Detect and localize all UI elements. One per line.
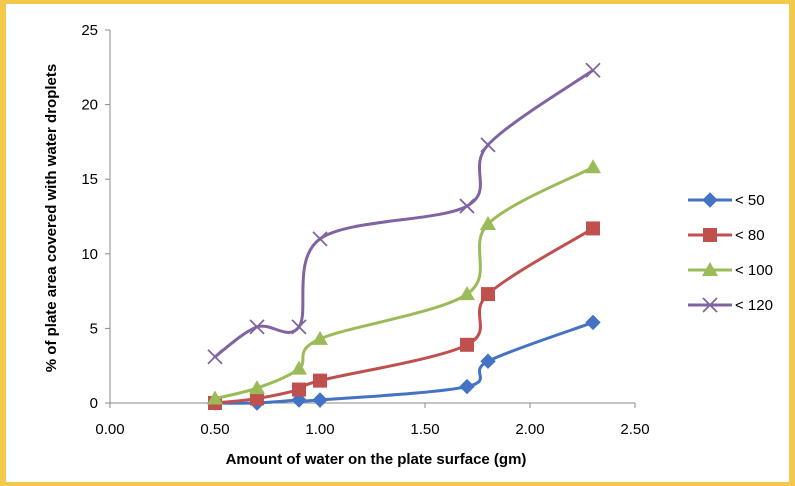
data-point [460, 337, 474, 352]
x-tick-label: 2.50 [620, 421, 649, 438]
legend-label: < 50 [735, 192, 765, 209]
data-point [585, 314, 601, 331]
data-point [480, 353, 496, 369]
data-point [250, 391, 264, 406]
data-point [312, 330, 328, 345]
data-point [585, 159, 601, 174]
legend-marker [703, 228, 717, 242]
legend-item: < 50 [688, 192, 765, 209]
y-tick-label: 0 [90, 395, 98, 412]
legend-marker [702, 297, 718, 313]
data-point [312, 231, 328, 247]
legend-label: < 120 [735, 297, 773, 314]
legend-marker [702, 262, 718, 276]
series-2 [208, 221, 600, 410]
data-point [313, 373, 327, 388]
x-tick-label: 2.00 [515, 421, 544, 438]
x-tick-label: 1.50 [410, 421, 439, 438]
x-tick-label: 0.00 [95, 421, 124, 438]
legend-item: < 100 [688, 262, 773, 279]
data-point [459, 378, 475, 395]
legend-label: < 80 [735, 227, 765, 244]
data-point [291, 319, 307, 335]
chart-frame: 0 5 10 15 20 25 0.00 0.50 1.00 1.50 2.00 2.50 < 50 <… [6, 4, 789, 482]
data-point [585, 62, 601, 78]
axes: 0 5 10 15 20 25 0.00 0.50 1.00 1.50 2.00 2.50 [81, 22, 649, 438]
data-point [459, 198, 475, 214]
legend-label: < 100 [735, 262, 773, 279]
legend: < 50 < 80 < 100 < 120 [688, 192, 773, 314]
legend-item: < 80 [688, 227, 765, 244]
x-tick-label: 1.00 [305, 421, 334, 438]
x-tick-label: 0.50 [200, 421, 229, 438]
data-point [459, 286, 475, 301]
series-3 [207, 159, 601, 405]
data-point [480, 137, 496, 153]
series-4 [207, 62, 601, 365]
y-axis-title: % of plate area covered with water dropl… [43, 64, 60, 372]
data-point [292, 382, 306, 397]
y-tick-label: 15 [81, 171, 98, 188]
series-line [214, 69, 594, 358]
data-point [249, 380, 265, 395]
series-line [214, 165, 594, 400]
plot-area [207, 62, 601, 411]
data-point [481, 287, 495, 302]
data-point [291, 360, 307, 375]
legend-item: < 120 [688, 297, 773, 314]
legend-marker [702, 192, 718, 208]
x-axis-title: Amount of water on the plate surface (gm… [226, 451, 527, 468]
data-point [249, 319, 265, 335]
data-point [480, 215, 496, 230]
data-point [312, 392, 328, 408]
data-point [207, 349, 223, 365]
data-point [586, 221, 600, 236]
y-tick-label: 10 [81, 246, 98, 263]
y-tick-label: 25 [81, 22, 98, 39]
y-tick-label: 20 [81, 97, 98, 114]
y-tick-label: 5 [90, 320, 98, 337]
data-point [207, 390, 223, 405]
